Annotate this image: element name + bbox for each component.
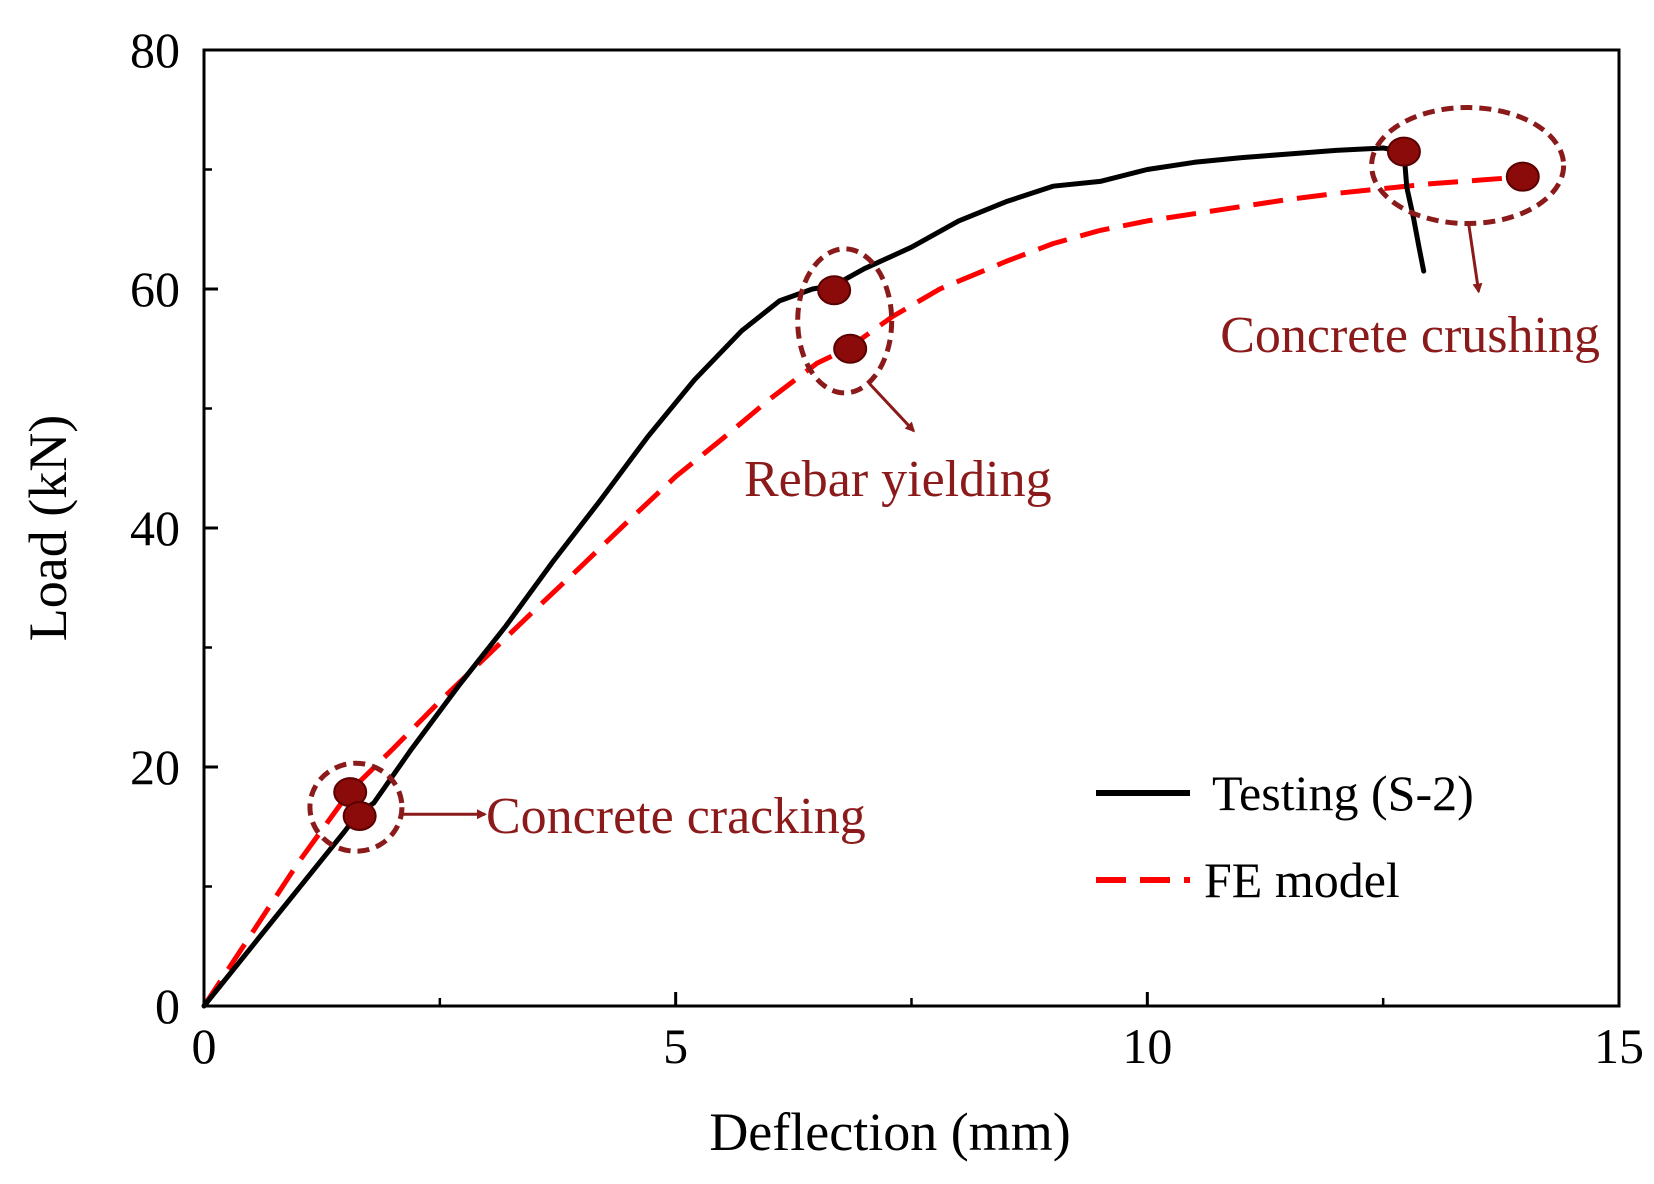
y-axis-label: Load (kN) bbox=[18, 415, 78, 641]
x-tick-label: 5 bbox=[663, 1018, 688, 1074]
y-tick-label: 60 bbox=[130, 261, 180, 317]
x-tick-label: 10 bbox=[1122, 1018, 1172, 1074]
legend: Testing (S-2) FE model bbox=[1096, 765, 1474, 908]
annotations: Concrete cracking Rebar yielding Concrete … bbox=[307, 105, 1600, 854]
crushing-arrow bbox=[1467, 223, 1483, 294]
y-tick-label: 40 bbox=[130, 500, 180, 556]
data-point-marker bbox=[1505, 161, 1540, 192]
crushing-highlight-ellipse bbox=[1369, 105, 1567, 227]
y-tick-label: 20 bbox=[130, 739, 180, 795]
y-tick-label: 80 bbox=[130, 22, 180, 78]
plot-frame bbox=[202, 48, 1621, 1008]
crushing-label: Concrete crushing bbox=[1220, 307, 1600, 364]
y-tick-label: 0 bbox=[155, 978, 180, 1034]
cracking-label: Concrete cracking bbox=[486, 788, 866, 845]
yielding-highlight-ellipse bbox=[795, 246, 895, 396]
data-point-marker bbox=[342, 800, 377, 831]
cracking-highlight-circle bbox=[307, 760, 405, 854]
data-point-marker bbox=[817, 275, 852, 306]
data-markers bbox=[333, 136, 1540, 831]
data-point-marker bbox=[1386, 136, 1421, 167]
x-axis-label: Deflection (mm) bbox=[709, 1102, 1070, 1162]
yielding-label: Rebar yielding bbox=[744, 451, 1052, 508]
legend-label-fe-model: FE model bbox=[1204, 852, 1400, 908]
yielding-arrow bbox=[868, 382, 916, 433]
x-tick-label: 15 bbox=[1594, 1018, 1644, 1074]
data-point-marker bbox=[833, 333, 868, 364]
legend-label-testing: Testing (S-2) bbox=[1212, 765, 1474, 821]
tick-labels: 0 5 10 15 0 20 40 60 80 bbox=[130, 22, 1644, 1074]
testing-s2-line bbox=[201, 145, 1427, 1009]
x-tick-label: 0 bbox=[192, 1018, 217, 1074]
